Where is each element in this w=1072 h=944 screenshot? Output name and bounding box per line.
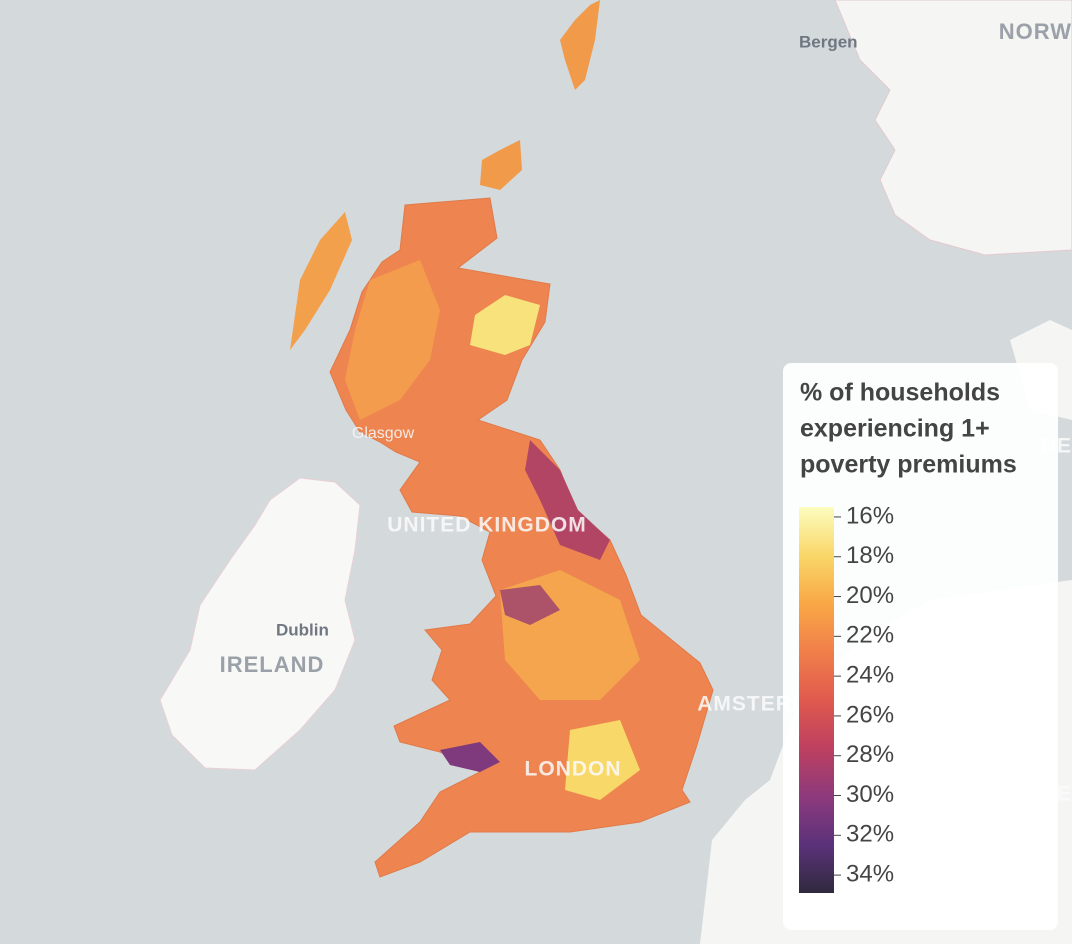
region-london: [565, 720, 640, 800]
region-scotland-west: [345, 260, 440, 420]
land-ireland: [159, 477, 361, 771]
region-lancs: [500, 585, 560, 625]
island-shetland: [560, 0, 600, 90]
colorbar-tick-label: 32%: [846, 821, 894, 848]
place-label: Dublin: [276, 620, 329, 639]
colorbar-tick-label: 16%: [846, 502, 894, 529]
island-orkney: [480, 140, 522, 190]
colorbar-tick-label: 22%: [846, 622, 894, 649]
legend-title: experiencing 1+: [800, 415, 990, 443]
region-north-east: [525, 440, 610, 560]
colorbar-tick-label: 26%: [846, 701, 894, 728]
place-label: LONDON: [525, 758, 622, 781]
region-aberdeen: [470, 295, 540, 355]
place-label: Glasgow: [352, 425, 415, 442]
colorbar-tick-label: 24%: [846, 661, 894, 688]
colorbar-tick-label: 20%: [846, 582, 894, 609]
legend-title: poverty premiums: [800, 451, 1017, 479]
colorbar-tick-label: 28%: [846, 741, 894, 768]
region-south-wales: [440, 742, 500, 772]
place-label: Bergen: [799, 32, 858, 51]
colorbar-tick-label: 34%: [846, 860, 894, 887]
colorbar: [799, 507, 834, 893]
legend-title: % of households: [800, 379, 1000, 407]
legend-box: [783, 363, 1058, 930]
place-label: NORW: [999, 19, 1072, 44]
region-gb: [329, 197, 714, 878]
place-label: UNITED KINGDOM: [387, 514, 587, 537]
colorbar-tick-label: 30%: [846, 781, 894, 808]
island-hebrides: [290, 212, 352, 350]
colorbar-tick-label: 18%: [846, 542, 894, 569]
land-norway: [834, 0, 1072, 256]
place-label: IRELAND: [220, 652, 325, 677]
